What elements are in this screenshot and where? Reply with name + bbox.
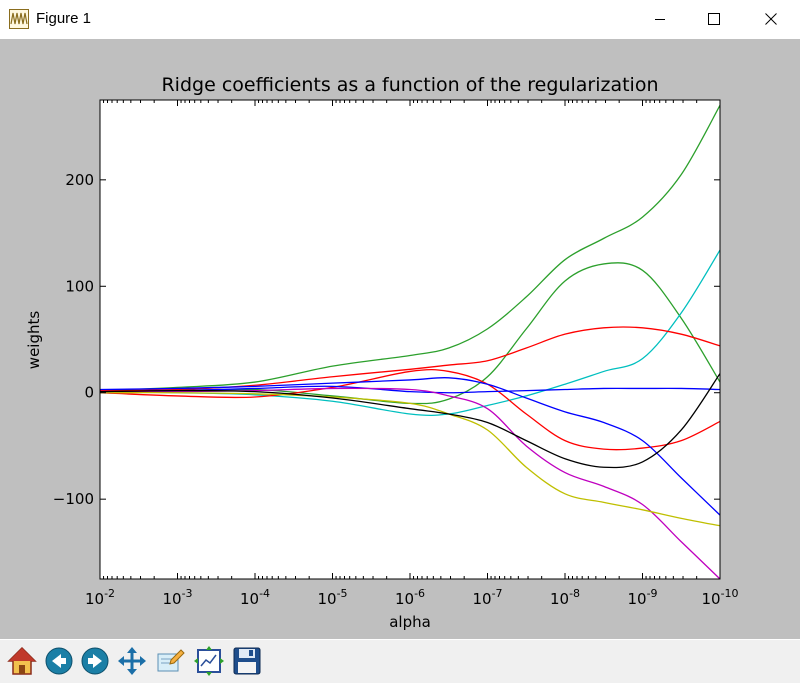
arrow-left-icon xyxy=(45,647,73,675)
plot-area xyxy=(100,100,720,579)
save-button[interactable] xyxy=(231,644,263,678)
series-line-5 xyxy=(99,368,721,451)
figure-canvas[interactable]: 10-2 10-3 10-4 10-5 10-6 10-7 10-8 10-9 10-10 200… xyxy=(0,39,800,639)
zoom-button[interactable] xyxy=(154,644,186,678)
axis-ticks: 10-2 10-3 10-4 10-5 10-6 10-7 10-8 10-9 10-10 200… xyxy=(53,100,739,608)
waveform-icon xyxy=(9,9,29,29)
x-tick-label: 10-4 xyxy=(240,587,270,608)
series-line-9 xyxy=(99,391,721,527)
arrow-right-icon xyxy=(81,647,109,675)
navigation-toolbar xyxy=(0,640,800,683)
home-button[interactable] xyxy=(6,644,38,678)
back-button[interactable] xyxy=(43,644,75,678)
plot-svg: 10-2 10-3 10-4 10-5 10-6 10-7 10-8 10-9 10-10 200… xyxy=(25,74,739,631)
series-line-10 xyxy=(99,373,721,469)
series-lines xyxy=(99,105,721,580)
series-line-4 xyxy=(99,326,721,392)
forward-button[interactable] xyxy=(79,644,111,678)
configure-subplots-icon xyxy=(194,646,224,676)
home-icon xyxy=(7,646,37,675)
series-line-3 xyxy=(99,249,721,416)
series-line-7 xyxy=(99,377,721,516)
y-axis-label: weights xyxy=(25,311,43,370)
close-icon xyxy=(765,13,777,25)
floppy-disk-icon xyxy=(233,647,261,675)
x-tick-label: 10-2 xyxy=(85,587,115,608)
minimize-icon xyxy=(655,19,665,20)
x-tick-label: 10-5 xyxy=(317,587,347,608)
maximize-icon xyxy=(708,13,720,25)
x-tick-label: 10-8 xyxy=(550,587,580,608)
pan-button[interactable] xyxy=(116,644,148,678)
maximize-button[interactable] xyxy=(691,0,737,38)
x-tick-label: 10-7 xyxy=(472,587,502,608)
series-line-6 xyxy=(99,385,721,394)
x-axis-label: alpha xyxy=(389,613,431,631)
x-tick-label: 10-3 xyxy=(162,587,192,608)
zoom-rect-icon xyxy=(157,649,185,672)
x-tick-label: 10-9 xyxy=(627,587,657,608)
chart-title: Ridge coefficients as a function of the … xyxy=(161,74,658,96)
y-tick-label: 100 xyxy=(65,277,94,295)
x-tick-label: 10-10 xyxy=(701,587,738,608)
minimize-button[interactable] xyxy=(637,0,683,38)
y-tick-label: −100 xyxy=(53,490,94,508)
move-arrows-icon xyxy=(118,647,146,675)
x-tick-label: 10-6 xyxy=(395,587,425,608)
series-line-8 xyxy=(99,387,721,580)
series-line-2 xyxy=(99,262,721,405)
window-titlebar: Figure 1 xyxy=(0,0,800,38)
y-tick-label: 0 xyxy=(84,384,94,402)
y-tick-label: 200 xyxy=(65,171,94,189)
window-title: Figure 1 xyxy=(36,10,92,27)
subplots-button[interactable] xyxy=(193,644,225,678)
series-line-1 xyxy=(99,105,721,392)
close-button[interactable] xyxy=(748,0,794,38)
